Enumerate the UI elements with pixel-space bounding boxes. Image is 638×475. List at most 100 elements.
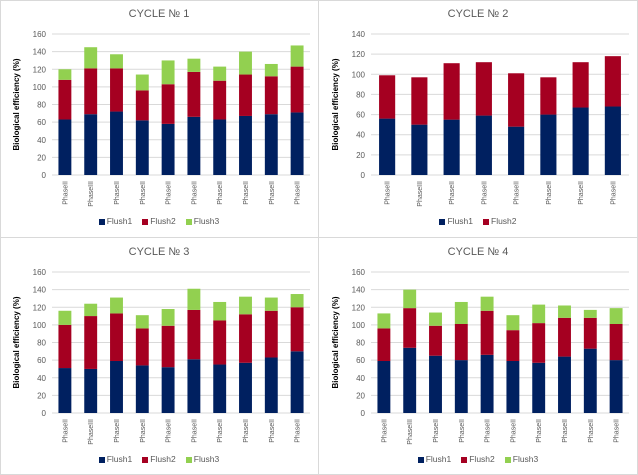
y-tick-label: 140 [352,30,366,39]
bar-segment-flush1 [84,368,98,413]
bar-segment-flush1 [110,111,123,175]
bar-segment-flush3 [403,289,417,309]
legend-swatch [185,218,192,225]
bar-segment-flush1 [135,365,149,413]
bar-segment-flush3 [110,54,123,69]
y-tick-label: 160 [33,30,47,39]
x-tick-label: PhaseIII [407,419,414,445]
bar-segment-flush3 [480,296,494,311]
x-tick-label: PhaseII [510,419,517,443]
bar-segment-flush2 [110,313,123,362]
chart-svg: 0 20 40 60 80 100 120 140 160 Biological efficien… [12,268,310,445]
legend-label: Flush2 [469,454,495,464]
x-tick-label: PhaseII [614,419,621,443]
x-tick-label: PhaseII [588,419,595,443]
legend-label: Flush1 [106,216,133,226]
chart-legend: Flush1 Flush2 [319,216,637,226]
x-tick-label: PhaseIII [88,419,95,445]
bar-segment-flush3 [58,310,72,325]
bar-segment-flush2 [540,77,557,115]
chart-cycle-2: CYCLE № 2 0 20 40 60 80 100 120 140 Biological e… [319,0,637,237]
bar-segment-flush3 [264,297,278,311]
legend-label: Flush2 [491,216,517,226]
y-tick-label: 100 [352,321,366,330]
bar-segment-flush2 [609,323,623,361]
y-tick-label: 20 [356,151,365,160]
bar-segment-flush3 [84,47,98,69]
x-tick-label: PhaseII [385,181,392,205]
y-tick-label: 0 [42,409,47,418]
x-tick-label: PhaseII [114,181,121,205]
bar-segment-flush1 [135,120,149,175]
bar-segment-flush1 [429,355,442,413]
chart-title: CYCLE № 3 [128,246,190,258]
bar-segment-flush3 [187,288,201,310]
chart-legend: Flush1 Flush2 Flush3 [0,216,318,226]
x-tick-label: PhaseII [217,419,224,443]
chart-svg: 0 20 40 60 80 100 120 140 160 Biological efficien… [331,268,629,445]
x-tick-label: PhaseII [578,181,585,205]
y-tick-label: 40 [356,131,365,140]
bar-segment-flush1 [403,347,417,413]
legend-swatch [439,218,446,225]
bar-segment-flush2 [572,62,589,108]
y-tick-label: 140 [352,286,366,295]
chart-cycle-4: CYCLE № 4 0 20 40 60 80 100 120 140 160 Biologica… [319,238,637,475]
bar-segment-flush3 [506,315,520,331]
bar-segment-flush3 [239,296,252,315]
x-tick-label: PhaseII [485,419,492,443]
legend-swatch [461,456,468,463]
legend-label: Flush1 [425,454,452,464]
x-tick-label: PhaseII [114,419,121,443]
bar-segment-flush3 [290,45,304,67]
bar-segment-flush1 [239,362,252,413]
legend-swatch [483,218,489,225]
bar-segment-flush2 [379,75,396,119]
bar-segment-flush1 [540,114,557,175]
bar-segment-flush2 [213,80,227,120]
bar-segment-flush3 [110,297,123,314]
legend-label: Flush3 [512,454,539,464]
x-tick-label: PhaseII [269,419,276,443]
bar-segment-flush1 [480,354,494,413]
y-axis-label: Biological efficiency (%) [331,58,340,150]
bar-segment-flush2 [377,328,391,362]
bar-segment-flush2 [161,325,175,368]
legend-swatch [98,218,105,225]
bar-segment-flush1 [161,123,175,175]
y-tick-label: 20 [37,391,46,400]
y-tick-label: 100 [33,321,47,330]
chart-cycle-1: CYCLE № 1 0 20 40 60 80 100 120 140 160 Biologica… [0,0,318,237]
bar-segment-flush2 [443,63,460,120]
bar-segment-flush2 [429,325,442,356]
x-tick-label: PhaseII [243,419,250,443]
bar-segment-flush2 [532,323,546,363]
x-tick-label: PhaseII [546,181,553,205]
bar-segment-flush3 [213,66,227,81]
x-tick-label: PhaseII [140,419,147,443]
bar-segment-flush3 [58,69,72,80]
y-tick-label: 60 [37,356,46,365]
bar-segment-flush1 [443,119,460,175]
legend-label: Flush1 [106,454,133,464]
legend-item-flush1: Flush1 [98,454,133,464]
legend-item-flush2: Flush2 [142,454,176,464]
x-tick-label: PhaseII [269,181,276,205]
y-tick-label: 40 [37,136,46,145]
bar-segment-flush2 [58,324,72,369]
bar-segment-flush2 [135,90,149,121]
chart-legend: Flush1 Flush2 Flush3 [319,454,637,464]
bar-segment-flush2 [403,308,417,348]
bar-segment-flush1 [264,357,278,413]
bar-segment-flush3 [135,74,149,91]
x-tick-label: PhaseII [191,181,198,205]
bar-segment-flush3 [454,301,468,324]
y-tick-label: 40 [37,374,46,383]
bar-segment-flush2 [264,76,278,115]
y-tick-label: 0 [42,171,47,180]
bar-segment-flush2 [187,71,201,117]
y-tick-label: 80 [356,339,365,348]
bar-segment-flush3 [161,309,175,326]
x-tick-label: PhaseII [62,181,69,205]
chart-title: CYCLE № 4 [447,246,509,258]
